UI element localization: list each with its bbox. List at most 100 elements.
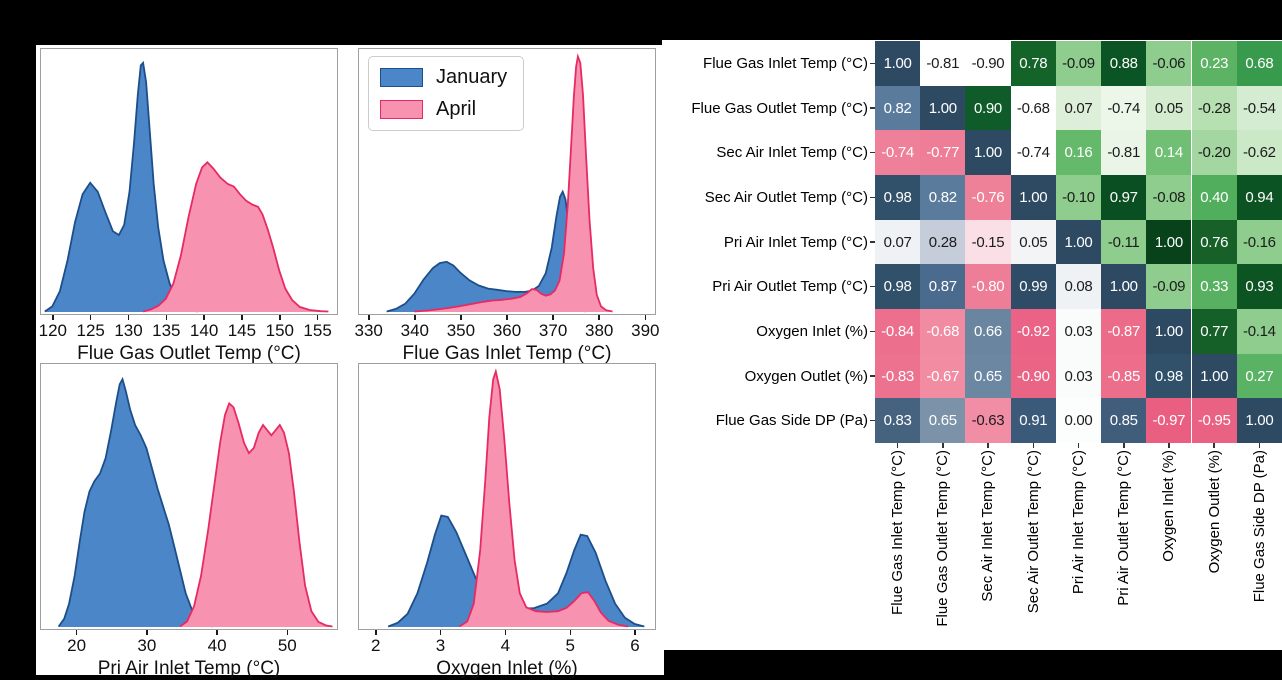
- heatmap-cell: -0.15: [965, 219, 1011, 265]
- heatmap-cell: 0.65: [965, 353, 1011, 399]
- heatmap-cell: -0.92: [1010, 309, 1056, 354]
- kde-axes-1: [40, 48, 338, 315]
- heatmap-cell: 0.76: [1191, 219, 1237, 265]
- heatmap-row-label: Oxygen Inlet (%): [756, 322, 868, 340]
- x-tick-mark: [241, 315, 243, 320]
- heatmap-cell: 0.98: [1146, 353, 1192, 399]
- heatmap-row-tick: [870, 419, 875, 422]
- heatmap-col-label-box: Sec Air Inlet Temp (°C): [965, 450, 1010, 648]
- x-tick-mark: [439, 630, 442, 635]
- kde-axes-3: [40, 363, 338, 630]
- heatmap-cell: 1.00: [1146, 309, 1192, 354]
- heatmap-cell: 1.00: [1101, 264, 1147, 309]
- heatmap-col-label-box: Pri Air Outlet Temp (°C): [1101, 450, 1146, 648]
- heatmap-cell: -0.06: [1146, 41, 1192, 86]
- heatmap-cell: -0.68: [1010, 85, 1056, 131]
- kde-area-april: [180, 403, 333, 627]
- x-tick-mark: [460, 315, 462, 320]
- x-tick-mark: [75, 630, 78, 635]
- x-tick-label: 145: [227, 321, 257, 340]
- heatmap-cell: -0.87: [1101, 309, 1147, 354]
- kde-figure: 120 125 130 135 140 145 150 155 Flue Gas Outlet …: [36, 45, 664, 679]
- heatmap-cell: 0.07: [875, 219, 921, 265]
- x-tick-label: 135: [152, 321, 181, 340]
- heatmap-cell: 0.28: [920, 219, 966, 265]
- heatmap-cell: 0.82: [875, 85, 921, 131]
- x-tick-mark: [506, 315, 508, 320]
- x-tick-label: 3: [435, 636, 446, 655]
- heatmap-cell: -0.83: [875, 353, 921, 399]
- heatmap-col-tick: [1168, 443, 1170, 448]
- heatmap-cell: -0.62: [1236, 130, 1282, 175]
- x-tick-label: 50: [277, 636, 297, 655]
- heatmap-cell: -0.16: [1236, 219, 1282, 265]
- heatmap-row-label: Flue Gas Outlet Temp (°C): [691, 99, 868, 117]
- x-tick-label: 20: [67, 636, 87, 655]
- heatmap-cell: 0.97: [1101, 175, 1147, 220]
- x-axis-label: Flue Gas Outlet Temp (°C): [77, 343, 301, 364]
- legend: January April: [368, 56, 525, 131]
- x-tick-label: 120: [38, 321, 67, 340]
- heatmap-cell: 0.82: [920, 175, 966, 220]
- correlation-heatmap-figure: Flue Gas Inlet Temp (°C) 1.00 -0.81 -0.90 0.…: [662, 40, 1282, 650]
- heatmap-cell: -0.67: [920, 353, 966, 399]
- heatmap-col-tick: [1032, 443, 1034, 448]
- heatmap-cell: 0.23: [1191, 41, 1237, 86]
- heatmap-cell: -0.68: [920, 309, 966, 354]
- kde-line-april: [459, 368, 629, 628]
- heatmap-cell: -0.54: [1236, 85, 1282, 131]
- kde-line-january: [44, 60, 198, 313]
- heatmap-cell: 1.00: [1146, 219, 1192, 265]
- x-tick-mark: [634, 630, 636, 635]
- heatmap-col-tick: [942, 443, 944, 448]
- kde-line-april: [142, 161, 329, 313]
- heatmap-row-tick: [870, 196, 875, 199]
- legend-label: April: [436, 98, 477, 120]
- heatmap-cell: 0.77: [1191, 309, 1237, 354]
- heatmap-cell: 0.08: [1055, 264, 1102, 309]
- heatmap-row-label: Flue Gas Side DP (Pa): [715, 412, 868, 430]
- x-tick-mark: [414, 315, 416, 320]
- heatmap-cell: 1.00: [965, 130, 1011, 175]
- x-tick-label: 155: [303, 321, 332, 340]
- heatmap-cell: 1.00: [1236, 398, 1282, 443]
- legend-item: April: [380, 98, 507, 121]
- heatmap-cell: -0.97: [1146, 398, 1192, 443]
- heatmap-row-tick: [870, 151, 875, 154]
- legend-label: January: [436, 66, 508, 88]
- heatmap-row-tick: [870, 107, 875, 109]
- x-axis-label: Pri Air Inlet Temp (°C): [97, 658, 281, 679]
- heatmap-cell: -0.80: [965, 264, 1011, 309]
- heatmap-cell: 0.98: [875, 175, 921, 220]
- heatmap-cell: 0.90: [965, 85, 1011, 131]
- x-tick-label: 125: [76, 321, 105, 340]
- heatmap-cell: -0.20: [1191, 130, 1237, 175]
- heatmap-cell: 0.94: [1236, 175, 1282, 220]
- x-tick-mark: [598, 315, 600, 320]
- kde-axes-4: [358, 363, 656, 630]
- heatmap-cell: 0.07: [1055, 85, 1102, 131]
- heatmap-cell: 0.03: [1055, 309, 1102, 354]
- x-tick-mark: [504, 630, 507, 635]
- x-axis-label: Flue Gas Inlet Temp (°C): [402, 343, 612, 364]
- heatmap-cell: 1.00: [1010, 175, 1056, 220]
- x-tick-mark: [146, 630, 148, 635]
- heatmap-cell: 0.83: [875, 398, 921, 443]
- kde-area-april: [414, 56, 613, 312]
- kde-line-april: [414, 53, 613, 313]
- heatmap-col-label: Flue Gas Inlet Temp (°C): [889, 450, 907, 615]
- heatmap-cell: 0.33: [1191, 264, 1237, 309]
- x-tick-label: 130: [114, 321, 143, 340]
- heatmap-cell: -0.90: [1010, 353, 1056, 399]
- heatmap-cell: 0.98: [875, 264, 921, 309]
- x-tick-mark: [368, 315, 370, 320]
- heatmap-row-label: Oxygen Outlet (%): [744, 367, 868, 385]
- x-tick-label: 5: [565, 636, 575, 655]
- heatmap-cell: 0.65: [920, 398, 966, 443]
- x-tick-mark: [52, 315, 54, 320]
- heatmap-cell: 0.14: [1146, 130, 1192, 175]
- heatmap-cell: -0.09: [1146, 264, 1192, 309]
- heatmap-col-tick: [1258, 443, 1261, 448]
- x-tick-label: 4: [500, 636, 511, 655]
